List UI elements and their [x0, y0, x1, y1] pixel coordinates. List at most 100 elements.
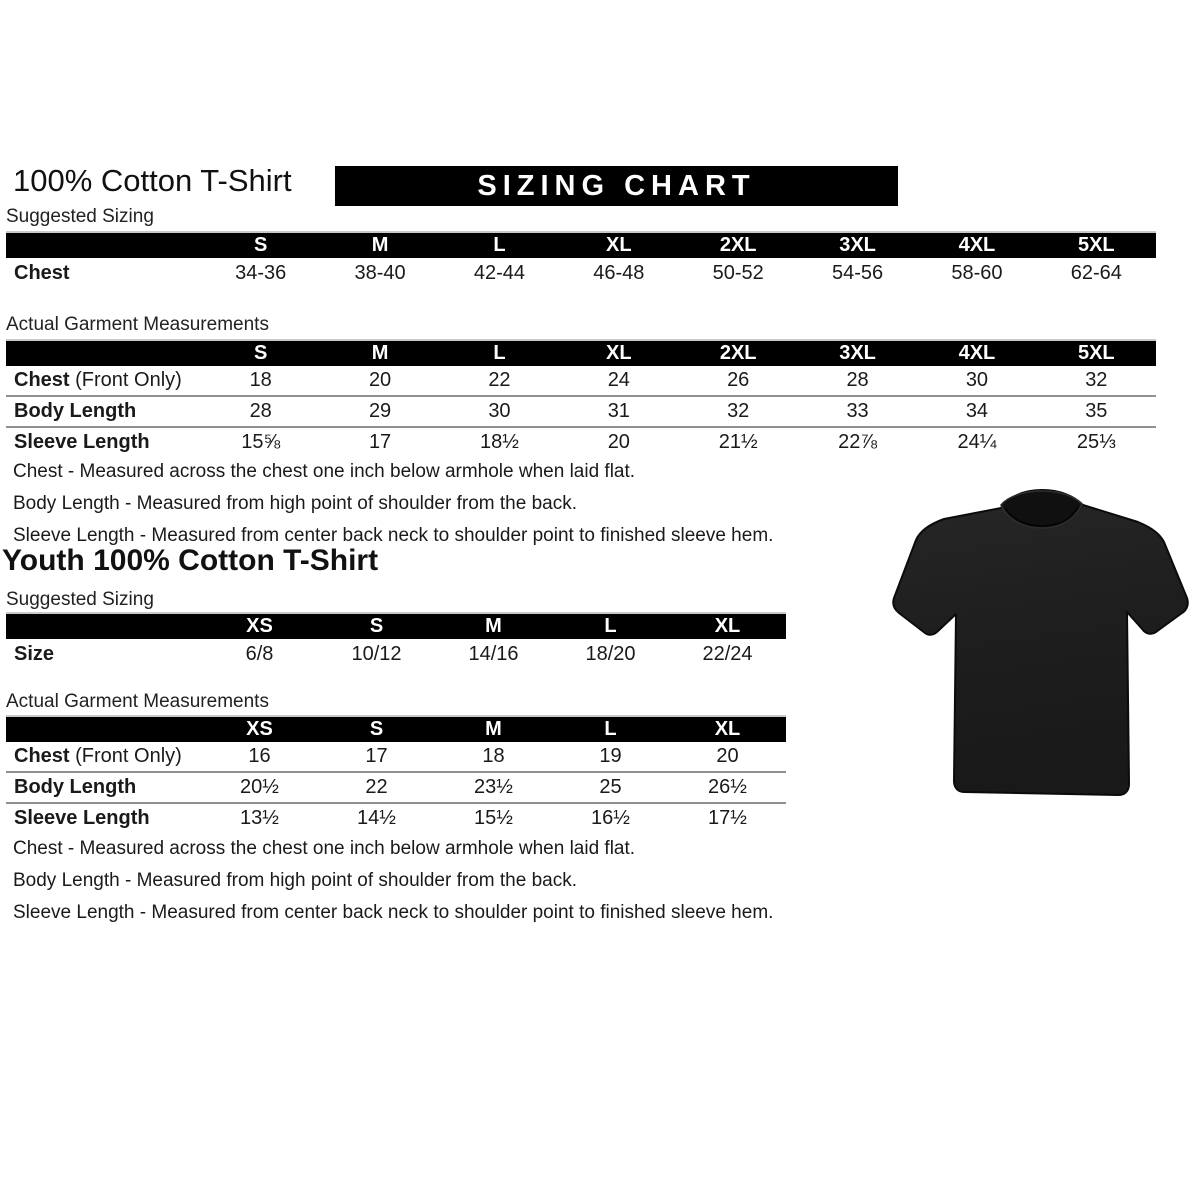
- table-row: Body Length 28 29 30 31 32 33 34 35: [6, 395, 1156, 427]
- table-row: Body Length 20½ 22 23½ 25 26½: [6, 771, 786, 803]
- column-header-5xl: 5XL: [1036, 232, 1156, 258]
- measurement-cell: 14/16: [468, 643, 519, 665]
- measurement-cell: 25: [552, 771, 669, 803]
- row-label: Chest: [14, 262, 70, 284]
- header-row: S M L XL 2XL 3XL 4XL 5XL: [6, 340, 1156, 366]
- measurement-cell: 20½: [201, 771, 318, 803]
- page-title: 100% Cotton T-Shirt: [13, 163, 292, 198]
- column-header-m: M: [435, 716, 552, 742]
- youth-measurement-notes: Chest - Measured across the chest one in…: [13, 833, 773, 929]
- table-row: Chest (Front Only) 16 17 18 19 20: [6, 742, 786, 772]
- measurement-cell: 29: [320, 395, 440, 427]
- column-header-xl: XL: [669, 716, 786, 742]
- table-row: Chest 34-36 38-40 42-44 46-48 50-52 54-56 58-60…: [6, 258, 1156, 289]
- measurement-cell: 35: [1036, 395, 1156, 427]
- column-header-xl: XL: [669, 613, 786, 639]
- measurement-cell: 24¼: [917, 426, 1037, 457]
- column-header-l: L: [439, 232, 560, 258]
- adult-suggested-sizing-label: Suggested Sizing: [6, 206, 154, 227]
- row-label: Size: [14, 643, 55, 665]
- measurement-cell: 19: [599, 745, 622, 767]
- measurement-cell: 20: [368, 369, 392, 391]
- row-label: Sleeve Length: [6, 426, 201, 457]
- table-row: Sleeve Length 15⅝ 17 18½ 20 21½ 22⅞ 24¼ 25⅓: [6, 426, 1156, 457]
- measurement-cell: 58-60: [951, 262, 1003, 284]
- measurement-cell: 22⅞: [797, 426, 918, 457]
- column-header-3xl: 3XL: [797, 232, 918, 258]
- tshirt-collar: [1000, 490, 1083, 529]
- header-row: S M L XL 2XL 3XL 4XL 5XL: [6, 232, 1156, 258]
- measurement-cell: 16½: [552, 802, 669, 833]
- note-line: Sleeve Length - Measured from center bac…: [13, 902, 774, 923]
- measurement-cell: 32: [1085, 369, 1108, 391]
- measurement-cell: 26½: [669, 771, 786, 803]
- sizing-chart-banner: SIZING CHART: [335, 166, 898, 206]
- row-label: Body Length: [6, 771, 201, 803]
- column-header-s: S: [318, 613, 435, 639]
- column-header-l: L: [439, 340, 560, 366]
- measurement-cell: 34-36: [235, 262, 287, 284]
- measurement-cell: 17: [320, 426, 440, 457]
- header-spacer-cell: [6, 232, 201, 258]
- note-line: Body Length - Measured from high point o…: [13, 493, 577, 514]
- measurement-cell: 14½: [318, 802, 435, 833]
- measurement-cell: 28: [846, 369, 869, 391]
- column-header-4xl: 4XL: [917, 340, 1037, 366]
- black-tshirt-graphic: [892, 489, 1189, 796]
- measurement-cell: 33: [797, 395, 918, 427]
- measurement-cell: 16: [248, 745, 271, 767]
- measurement-cell: 15⅝: [201, 426, 321, 457]
- note-line: Sleeve Length - Measured from center bac…: [13, 525, 774, 546]
- measurement-cell: 17½: [669, 802, 786, 833]
- measurement-cell: 18: [249, 369, 272, 391]
- measurement-cell: 30: [965, 369, 989, 391]
- adult-measurement-notes: Chest - Measured across the chest one in…: [13, 456, 773, 552]
- measurement-cell: 26: [727, 369, 750, 391]
- measurement-cell: 30: [439, 395, 560, 427]
- column-header-xl: XL: [559, 232, 679, 258]
- header-spacer-cell: [6, 340, 201, 366]
- youth-suggested-sizing-table: XS S M L XL Size 6/8 10/12 14/16 18/20 22/24: [6, 612, 786, 670]
- column-header-xs: XS: [201, 613, 318, 639]
- header-row: XS S M L XL: [6, 716, 786, 742]
- measurement-cell: 31: [559, 395, 679, 427]
- tshirt-collar-seam: [1004, 506, 1079, 528]
- measurement-cell: 23½: [435, 771, 552, 803]
- measurement-cell: 18: [482, 745, 505, 767]
- measurement-cell: 15½: [435, 802, 552, 833]
- measurement-cell: 22/24: [702, 643, 753, 665]
- measurement-cell: 18/20: [585, 643, 636, 665]
- column-header-3xl: 3XL: [797, 340, 918, 366]
- column-header-m: M: [320, 340, 440, 366]
- column-header-l: L: [552, 716, 669, 742]
- measurement-cell: 62-64: [1070, 262, 1122, 284]
- table-row: Sleeve Length 13½ 14½ 15½ 16½ 17½: [6, 802, 786, 833]
- measurement-cell: 22: [488, 369, 511, 391]
- measurement-cell: 20: [559, 426, 679, 457]
- measurement-cell: 10/12: [351, 643, 402, 665]
- header-row: XS S M L XL: [6, 613, 786, 639]
- column-header-s: S: [201, 232, 321, 258]
- column-header-l: L: [552, 613, 669, 639]
- adult-actual-measurements-table: S M L XL 2XL 3XL 4XL 5XL Chest (Front Only) 18 20 2…: [6, 339, 1156, 457]
- note-line: Body Length - Measured from high point o…: [13, 870, 577, 891]
- measurement-cell: 21½: [678, 426, 798, 457]
- column-header-2xl: 2XL: [678, 232, 798, 258]
- column-header-s: S: [201, 340, 321, 366]
- measurement-cell: 38-40: [354, 262, 406, 284]
- measurement-cell: 24: [607, 369, 630, 391]
- row-label: Sleeve Length: [6, 802, 201, 833]
- measurement-cell: 17: [365, 745, 388, 767]
- youth-actual-measurements-label: Actual Garment Measurements: [6, 691, 269, 712]
- measurement-cell: 32: [678, 395, 798, 427]
- youth-suggested-sizing-label: Suggested Sizing: [6, 589, 154, 610]
- column-header-m: M: [320, 232, 440, 258]
- note-line: Chest - Measured across the chest one in…: [13, 461, 636, 482]
- note-line: Chest - Measured across the chest one in…: [13, 838, 636, 859]
- column-header-2xl: 2XL: [678, 340, 798, 366]
- measurement-cell: 25⅓: [1036, 426, 1156, 457]
- measurement-cell: 13½: [201, 802, 318, 833]
- adult-suggested-sizing-table: S M L XL 2XL 3XL 4XL 5XL Chest 34-36 38-40 42-44 46-…: [6, 231, 1156, 289]
- youth-page-title: Youth 100% Cotton T-Shirt: [2, 544, 379, 577]
